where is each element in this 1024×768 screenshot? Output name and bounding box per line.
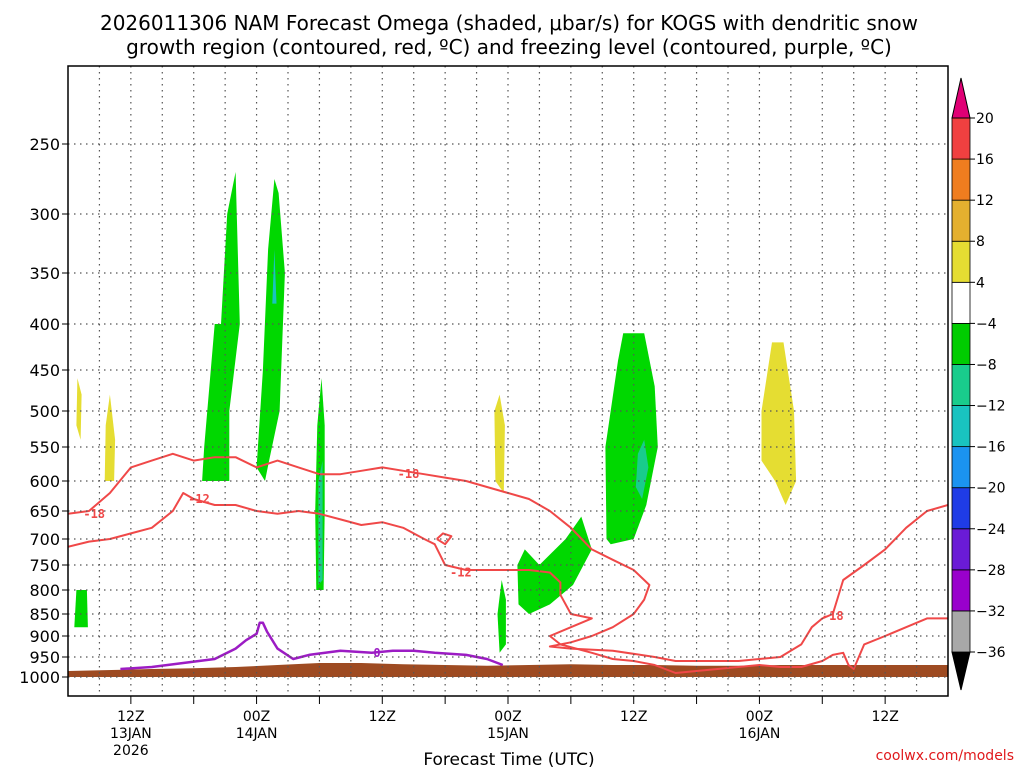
source-credit: coolwx.com/models: [876, 748, 1014, 764]
colorbar-label: −8: [976, 357, 997, 373]
x-tick-label: 00Z: [494, 709, 521, 725]
minus18-contour-label: -18: [83, 507, 105, 521]
x-tick-label: 00Z: [746, 709, 773, 725]
x-tick-label: 16JAN: [739, 726, 781, 742]
colorbar-label: 8: [976, 234, 985, 250]
omega-yellow-blob-2: [104, 394, 116, 481]
minus12-small-loop: [436, 532, 453, 546]
x-tick-label: 12Z: [620, 709, 647, 725]
colorbar-label: 16: [976, 152, 994, 168]
colorbar-label: −4: [976, 316, 997, 332]
colorbar-segment: [951, 199, 971, 242]
colorbar-segment: [951, 569, 971, 612]
x-tick-label: 15JAN: [487, 726, 529, 742]
x-tick-label: 12Z: [871, 709, 898, 725]
colorbar-segment: [951, 610, 971, 653]
colorbar-label: −12: [976, 399, 1006, 415]
chart-title-line-2: growth region (contoured, red, ºC) and f…: [126, 35, 892, 59]
y-tick-label: 850: [29, 605, 60, 624]
colorbar-segment: [951, 322, 971, 365]
colorbar-label: −28: [976, 563, 1006, 579]
minus12-contour-label: -12: [188, 492, 210, 506]
omega-green-column-1: [202, 172, 240, 481]
colorbar-segment: [951, 487, 971, 530]
colorbar-segment: [951, 446, 971, 489]
colorbar-segment: [951, 405, 971, 448]
y-tick-label: 950: [29, 648, 60, 667]
omega-blue-core-1: [272, 249, 277, 304]
zero-contour-label: 0: [373, 646, 380, 660]
omega-green-column-4: [497, 580, 506, 653]
omega-teal-core-2: [318, 460, 323, 585]
omega-yellow-blob-1: [76, 378, 82, 440]
minus18-contour-label: -18: [822, 609, 844, 623]
x-axis-label: Forecast Time (UTC): [423, 750, 594, 768]
colorbar: 20 16 12 8 4 −4 −8 −12 −16 −20 −24 −28 −32 −36: [951, 77, 1006, 691]
omega-green-small-1: [74, 590, 88, 628]
colorbar-segment: [951, 117, 971, 160]
x-tick-label: 2026: [113, 743, 149, 759]
x-tick-label: 12Z: [117, 709, 144, 725]
y-tick-label: 250: [29, 135, 60, 154]
minus12-contour-label: -12: [450, 566, 472, 580]
y-tick-label: 800: [29, 581, 60, 600]
minus18-contour: [68, 452, 948, 662]
colorbar-label: 4: [976, 275, 985, 291]
x-tick-label: 13JAN: [110, 726, 152, 742]
y-tick-label: 300: [29, 205, 60, 224]
colorbar-segment: [951, 281, 971, 324]
omega-green-region-6: [605, 333, 658, 545]
colorbar-label: −16: [976, 440, 1006, 456]
x-tick-label: 00Z: [243, 709, 270, 725]
colorbar-segment: [951, 240, 971, 283]
colorbar-label: −24: [976, 522, 1006, 538]
y-axis-ticks: 250 300 350 400 450 500 550 600 650 700 750 800 850 9…: [19, 135, 68, 687]
colorbar-segment: [951, 364, 971, 406]
y-tick-label: 500: [29, 402, 60, 421]
colorbar-label: −32: [976, 604, 1006, 620]
colorbar-label: −20: [976, 481, 1006, 497]
omega-yellow-blob-3: [494, 394, 505, 493]
colorbar-label: 20: [976, 111, 994, 127]
y-tick-label: 400: [29, 315, 60, 334]
colorbar-segment: [951, 158, 971, 201]
y-tick-label: 550: [29, 438, 60, 457]
y-tick-label: 700: [29, 530, 60, 549]
minus18-contour-label: -18: [398, 467, 420, 481]
omega-green-column-2: [256, 179, 285, 481]
minus12-contour: [68, 492, 948, 674]
colorbar-segment: [951, 528, 971, 571]
x-tick-label: 12Z: [369, 709, 396, 725]
chart-title-line-1: 2026011306 NAM Forecast Omega (shaded, μ…: [100, 11, 918, 35]
x-tick-label: 14JAN: [236, 726, 278, 742]
y-tick-label: 650: [29, 502, 60, 521]
y-tick-label: 1000: [19, 668, 60, 687]
zero-contour: [120, 621, 504, 671]
omega-yellow-blob-4: [761, 342, 797, 505]
y-tick-label: 450: [29, 361, 60, 380]
y-tick-label: 600: [29, 472, 60, 491]
y-tick-label: 900: [29, 627, 60, 646]
colorbar-label: 12: [976, 193, 994, 209]
colorbar-high-arrow: [951, 77, 971, 119]
omega-teal-core-1: [635, 439, 649, 499]
colorbar-label: −36: [976, 645, 1006, 661]
y-tick-label: 750: [29, 556, 60, 575]
y-tick-label: 350: [29, 264, 60, 283]
